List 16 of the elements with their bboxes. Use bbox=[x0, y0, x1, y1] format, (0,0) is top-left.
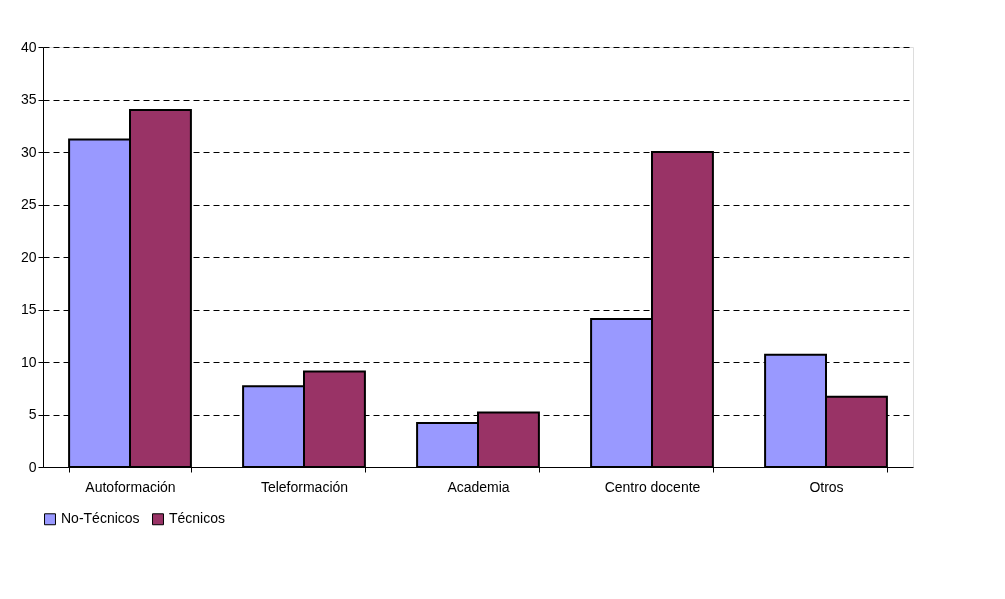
y-tick-label: 30 bbox=[20, 143, 37, 160]
x-tick-label: Otros bbox=[809, 478, 844, 495]
y-tick-label: 15 bbox=[20, 301, 37, 317]
y-tick-label: 10 bbox=[20, 353, 37, 370]
x-tick-label: Centro docente bbox=[604, 478, 701, 495]
legend-label: No-Técnicos bbox=[61, 510, 140, 527]
x-tick-label: Academia bbox=[447, 478, 510, 495]
y-tick-label: 25 bbox=[20, 196, 37, 212]
y-tick-label: 40 bbox=[20, 38, 37, 55]
y-tick-label: 0 bbox=[28, 458, 37, 475]
x-tick-label: Teleformación bbox=[260, 478, 349, 495]
x-tick-label: Autoformación bbox=[85, 478, 176, 495]
y-tick-label: 35 bbox=[20, 91, 37, 107]
y-tick-label: 5 bbox=[28, 406, 37, 422]
y-tick-label: 20 bbox=[20, 248, 37, 265]
legend-label: Técnicos bbox=[169, 510, 226, 527]
